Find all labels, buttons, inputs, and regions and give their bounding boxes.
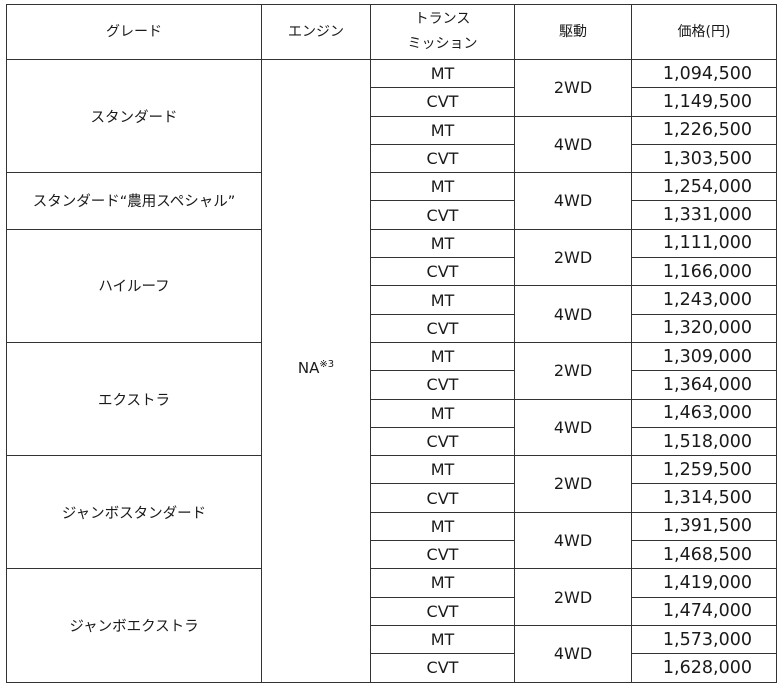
transmission-cell: MT bbox=[370, 455, 515, 485]
transmission-cell: CVT bbox=[370, 257, 515, 287]
table-row: ジャンボスタンダード MT 2WD 1,259,500 bbox=[6, 455, 777, 570]
table-row: スタンダード“農用スペシャル” MT 4WD 1,254,000 bbox=[6, 172, 777, 230]
table-row: CVT 1,320,000 bbox=[7, 313, 777, 343]
price-cell: 1,303,500 bbox=[631, 143, 777, 174]
price-cell: 1,149,500 bbox=[631, 87, 777, 117]
transmission-cell: MT bbox=[370, 624, 515, 655]
price-cell: 1,419,000 bbox=[631, 568, 777, 598]
transmission-cell: CVT bbox=[370, 540, 515, 570]
price-cell: 1,254,000 bbox=[631, 172, 777, 202]
table-row: CVT 1,303,500 bbox=[7, 143, 777, 174]
price-table: グレード エンジン トランス ミッション 駆動 価格(円) スタンダード NA※3 M… bbox=[6, 4, 777, 683]
transmission-cell: CVT bbox=[370, 87, 515, 117]
drive-cell: 2WD bbox=[514, 228, 632, 287]
price-cell: 1,364,000 bbox=[631, 370, 777, 400]
transmission-cell: MT bbox=[370, 398, 515, 428]
price-cell: 1,166,000 bbox=[631, 257, 777, 287]
transmission-cell: MT bbox=[370, 228, 515, 259]
table-row: エクストラ MT 2WD 1,309,000 bbox=[6, 341, 777, 457]
table-row: MT 4WD 1,463,000 bbox=[7, 398, 777, 457]
transmission-cell: MT bbox=[370, 172, 515, 202]
transmission-cell: MT bbox=[370, 58, 515, 89]
table-row: CVT 1,331,000 bbox=[7, 200, 777, 230]
price-cell: 1,314,500 bbox=[631, 483, 777, 513]
price-cell: 1,259,500 bbox=[631, 455, 777, 485]
drive-cell: 4WD bbox=[514, 511, 632, 570]
header-row: グレード エンジン トランスミッション 駆動 価格(円) bbox=[6, 4, 777, 60]
price-cell: 1,474,000 bbox=[631, 596, 777, 626]
drive-cell: 2WD bbox=[514, 568, 632, 626]
engine-footnote-marker: ※3 bbox=[319, 358, 335, 370]
grade-cell: スタンダード“農用スペシャル” bbox=[6, 172, 262, 230]
header-transmission: トランス ミッション bbox=[370, 4, 515, 60]
header-drive: 駆動 bbox=[514, 4, 632, 60]
grade-cell: ジャンボエクストラ bbox=[6, 568, 262, 683]
table-row: CVT 1,149,500 bbox=[7, 87, 777, 117]
table-row: CVT 1,518,000 bbox=[7, 426, 777, 457]
grade-cell: エクストラ bbox=[6, 341, 262, 457]
drive-cell: 4WD bbox=[514, 398, 632, 457]
transmission-cell: CVT bbox=[370, 200, 515, 230]
table-row: CVT 1,628,000 bbox=[7, 653, 777, 683]
transmission-cell: MT bbox=[370, 511, 515, 542]
price-cell: 1,094,500 bbox=[631, 58, 777, 89]
transmission-cell: CVT bbox=[370, 653, 515, 683]
table-row: MT 4WD 1,226,500 bbox=[7, 115, 777, 174]
price-cell: 1,463,000 bbox=[631, 398, 777, 428]
table-row: MT 4WD 1,573,000 bbox=[7, 624, 777, 683]
price-cell: 1,573,000 bbox=[631, 624, 777, 655]
table-row: スタンダード NA※3 MT 2WD 1,094,500 bbox=[6, 58, 777, 683]
price-cell: 1,243,000 bbox=[631, 285, 777, 315]
transmission-cell: CVT bbox=[370, 483, 515, 513]
transmission-cell: CVT bbox=[370, 426, 515, 457]
price-cell: 1,309,000 bbox=[631, 341, 777, 372]
engine-cell: NA※3 bbox=[261, 59, 371, 683]
grade-cell: ジャンボスタンダード bbox=[6, 455, 262, 570]
table-row: MT 4WD 1,391,500 bbox=[7, 511, 777, 570]
transmission-cell: CVT bbox=[370, 313, 515, 343]
table-row: CVT 1,314,500 bbox=[7, 483, 777, 513]
drive-cell: 4WD bbox=[514, 115, 632, 174]
price-cell: 1,391,500 bbox=[631, 511, 777, 542]
transmission-cell: CVT bbox=[370, 596, 515, 626]
drive-cell: 4WD bbox=[514, 624, 632, 683]
transmission-cell: CVT bbox=[370, 143, 515, 174]
price-cell: 1,468,500 bbox=[631, 540, 777, 570]
drive-cell: 2WD bbox=[514, 59, 632, 117]
header-price: 価格(円) bbox=[631, 4, 777, 60]
transmission-cell: MT bbox=[370, 285, 515, 315]
grade-cell: スタンダード bbox=[6, 58, 262, 174]
price-cell: 1,518,000 bbox=[631, 426, 777, 457]
table-row: CVT 1,166,000 bbox=[7, 257, 777, 287]
table-row: MT 4WD 1,243,000 bbox=[7, 285, 777, 343]
transmission-cell: CVT bbox=[370, 370, 515, 400]
transmission-cell: MT bbox=[370, 568, 515, 598]
table-row: CVT 1,468,500 bbox=[7, 540, 777, 570]
transmission-cell: MT bbox=[370, 115, 515, 145]
table-row: CVT 1,474,000 bbox=[7, 596, 777, 626]
drive-cell: 4WD bbox=[514, 172, 632, 230]
header-engine: エンジン bbox=[261, 4, 371, 60]
table-body: スタンダード NA※3 MT 2WD 1,094,500 CVT 1,149,500 MT 4W… bbox=[6, 58, 777, 683]
table-row: CVT 1,364,000 bbox=[7, 370, 777, 400]
grade-cell: ハイルーフ bbox=[6, 228, 262, 343]
header-transmission-line2: ミッション bbox=[407, 36, 478, 52]
drive-cell: 2WD bbox=[514, 455, 632, 513]
drive-cell: 2WD bbox=[514, 341, 632, 400]
price-cell: 1,628,000 bbox=[631, 653, 777, 683]
price-cell: 1,331,000 bbox=[631, 200, 777, 230]
price-cell: 1,320,000 bbox=[631, 313, 777, 343]
table-row: ハイルーフ MT 2WD 1,111,000 bbox=[6, 228, 777, 343]
header-grade: グレード bbox=[6, 4, 262, 60]
price-cell: 1,226,500 bbox=[631, 115, 777, 145]
drive-cell: 4WD bbox=[514, 285, 632, 343]
price-cell: 1,111,000 bbox=[631, 228, 777, 259]
header-transmission-line1: トランス bbox=[414, 11, 471, 27]
table-row: ジャンボエクストラ MT 2WD 1,419,000 bbox=[6, 568, 777, 683]
engine-value: NA bbox=[297, 358, 320, 377]
transmission-cell: MT bbox=[370, 341, 515, 372]
